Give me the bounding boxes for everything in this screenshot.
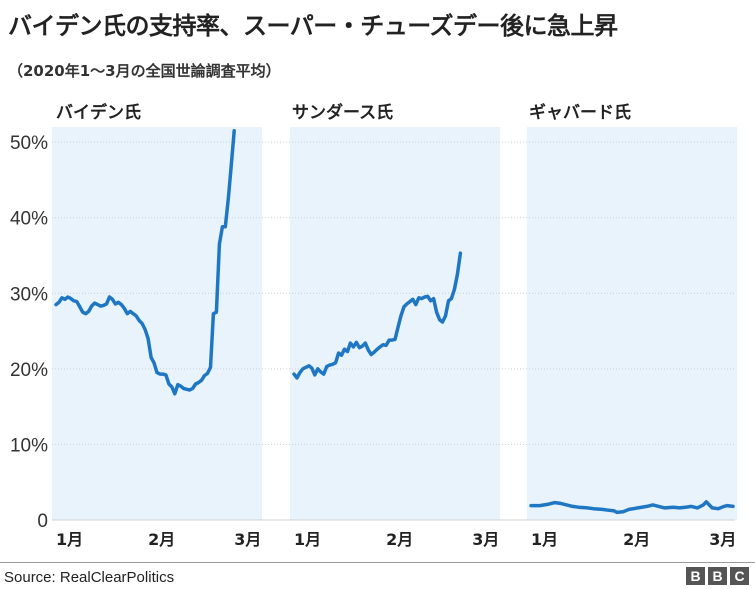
x-tick-label: 1月 <box>56 530 83 549</box>
chart-title: バイデン氏の支持率、スーパー・チューズデー後に急上昇 <box>8 12 618 40</box>
x-tick-label: 2月 <box>148 530 175 549</box>
panel-background <box>290 127 500 520</box>
panel-title: サンダース氏 <box>292 102 393 123</box>
footer-divider <box>0 562 755 563</box>
logo-letter: C <box>730 567 749 585</box>
y-tick-label: 50% <box>10 133 48 154</box>
y-tick-label: 0 <box>37 511 48 532</box>
chart-subtitle: （2020年1〜3月の全国世論調査平均） <box>8 62 281 80</box>
y-tick-label: 20% <box>10 360 48 381</box>
series-line <box>292 251 463 380</box>
source-note: Source: RealClearPolitics <box>4 569 175 586</box>
panel-title: バイデン氏 <box>56 102 141 123</box>
panel-title: ギャバード氏 <box>529 103 631 123</box>
y-tick-label: 10% <box>10 435 48 456</box>
x-tick-label: 1月 <box>531 530 558 549</box>
small-multiples-line-chart: 0 10% 20% 30% 40% 50% バイデン氏 1月 2月 3月 サンダース氏 1月 2月 3月 ギ… <box>10 102 737 549</box>
series-line <box>529 500 735 515</box>
x-tick-label: 3月 <box>472 530 499 549</box>
y-tick-label: 30% <box>10 284 48 305</box>
series-line <box>54 129 236 396</box>
logo-letter: B <box>686 567 705 585</box>
logo-letter: B <box>708 567 727 585</box>
x-tick-label: 3月 <box>709 530 736 549</box>
bbc-logo: B B C <box>686 567 749 585</box>
x-tick-label: 2月 <box>623 530 650 549</box>
x-tick-label: 1月 <box>294 530 321 549</box>
y-tick-label: 40% <box>10 209 48 230</box>
panel-background <box>527 127 737 520</box>
x-tick-label: 3月 <box>234 530 261 549</box>
panel-background <box>52 127 262 520</box>
x-tick-label: 2月 <box>386 530 413 549</box>
